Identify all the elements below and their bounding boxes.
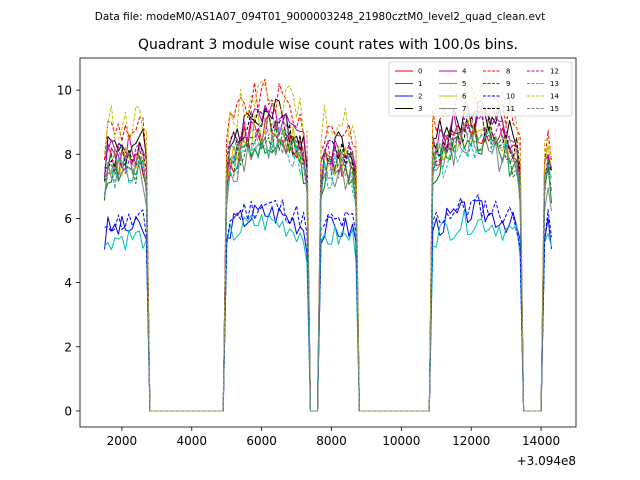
y-tick-label: 6 — [64, 212, 72, 226]
y-tick-label: 10 — [57, 84, 72, 98]
legend-label: 1 — [418, 80, 422, 88]
x-tick-label: 6000 — [246, 434, 277, 448]
legend-label: 6 — [462, 93, 467, 101]
legend-label: 13 — [550, 80, 559, 88]
legend-label: 10 — [506, 93, 515, 101]
chart-title: Quadrant 3 module wise count rates with … — [138, 37, 518, 53]
legend-label: 4 — [462, 68, 467, 76]
x-tick-label: 4000 — [177, 434, 208, 448]
y-tick-label: 4 — [64, 276, 72, 290]
legend-label: 2 — [418, 93, 422, 101]
y-axis: 0 2 4 6 8 10 — [57, 84, 80, 418]
data-file-caption: Data file: modeM0/AS1A07_094T01_90000032… — [95, 11, 546, 23]
y-tick-label: 2 — [64, 340, 72, 354]
legend-label: 8 — [506, 68, 510, 76]
series-line-10 — [104, 194, 552, 412]
y-tick-label: 8 — [64, 148, 72, 162]
x-tick-label: 10000 — [382, 434, 420, 448]
legend-label: 15 — [550, 105, 559, 113]
series-line-12 — [104, 110, 552, 412]
y-tick-label: 0 — [64, 404, 72, 418]
x-tick-label: 12000 — [452, 434, 490, 448]
axes-frame — [79, 57, 577, 428]
legend-label: 3 — [418, 105, 422, 113]
legend-label: 12 — [550, 68, 559, 76]
x-offset-label: +3.094e8 — [517, 454, 576, 468]
legend-label: 0 — [418, 68, 422, 76]
x-tick-label: 8000 — [316, 434, 347, 448]
legend-label: 14 — [550, 93, 559, 101]
x-tick-label: 2000 — [107, 434, 138, 448]
x-tick-label: 14000 — [522, 434, 560, 448]
legend-label: 9 — [506, 80, 510, 88]
legend-box — [388, 61, 573, 117]
x-axis: 2000 4000 6000 8000 10000 12000 14000 — [107, 427, 560, 448]
legend-label: 7 — [462, 105, 466, 113]
legend-label: 11 — [506, 105, 515, 113]
legend-label: 5 — [462, 80, 466, 88]
